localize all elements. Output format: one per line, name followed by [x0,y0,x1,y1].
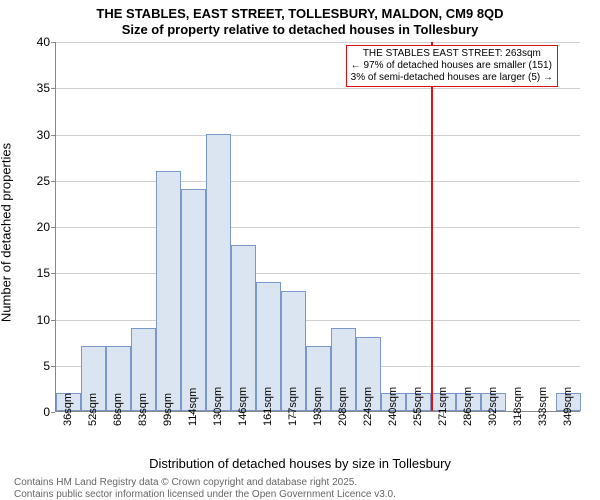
y-tick-label: 10 [20,313,50,327]
histogram-bar [156,171,181,412]
footer-line1: Contains HM Land Registry data © Crown c… [14,477,357,488]
y-tick-label: 35 [20,81,50,95]
gridline [56,42,580,43]
y-tick-mark [51,135,55,136]
y-tick-mark [51,366,55,367]
y-tick-label: 0 [20,405,50,419]
histogram-bar [181,189,206,411]
y-tick-mark [51,320,55,321]
gridline [56,320,580,321]
y-tick-label: 25 [20,174,50,188]
y-tick-label: 15 [20,266,50,280]
chart-title-line1: THE STABLES, EAST STREET, TOLLESBURY, MA… [0,6,600,21]
histogram-bar [206,134,231,412]
gridline [56,135,580,136]
y-tick-mark [51,42,55,43]
gridline [56,273,580,274]
gridline [56,227,580,228]
chart-title-line2: Size of property relative to detached ho… [0,22,600,37]
annotation-line: 3% of semi-detached houses are larger (5… [351,72,553,84]
y-tick-mark [51,88,55,89]
chart-container: THE STABLES, EAST STREET, TOLLESBURY, MA… [0,0,600,500]
marker-line [431,42,433,411]
y-tick-mark [51,412,55,413]
y-tick-label: 40 [20,35,50,49]
y-axis-label: Number of detached properties [0,143,14,322]
gridline [56,181,580,182]
annotation-line: ← 97% of detached houses are smaller (15… [351,60,553,72]
footer-line2: Contains public sector information licen… [14,489,396,500]
x-axis-label: Distribution of detached houses by size … [0,456,600,471]
y-tick-mark [51,273,55,274]
y-tick-mark [51,181,55,182]
y-tick-mark [51,227,55,228]
y-tick-label: 20 [20,220,50,234]
y-tick-label: 5 [20,359,50,373]
annotation-line: THE STABLES EAST STREET: 263sqm [351,48,553,60]
plot-area: THE STABLES EAST STREET: 263sqm← 97% of … [55,42,580,412]
gridline [56,88,580,89]
y-tick-label: 30 [20,128,50,142]
annotation-box: THE STABLES EAST STREET: 263sqm← 97% of … [346,45,558,87]
